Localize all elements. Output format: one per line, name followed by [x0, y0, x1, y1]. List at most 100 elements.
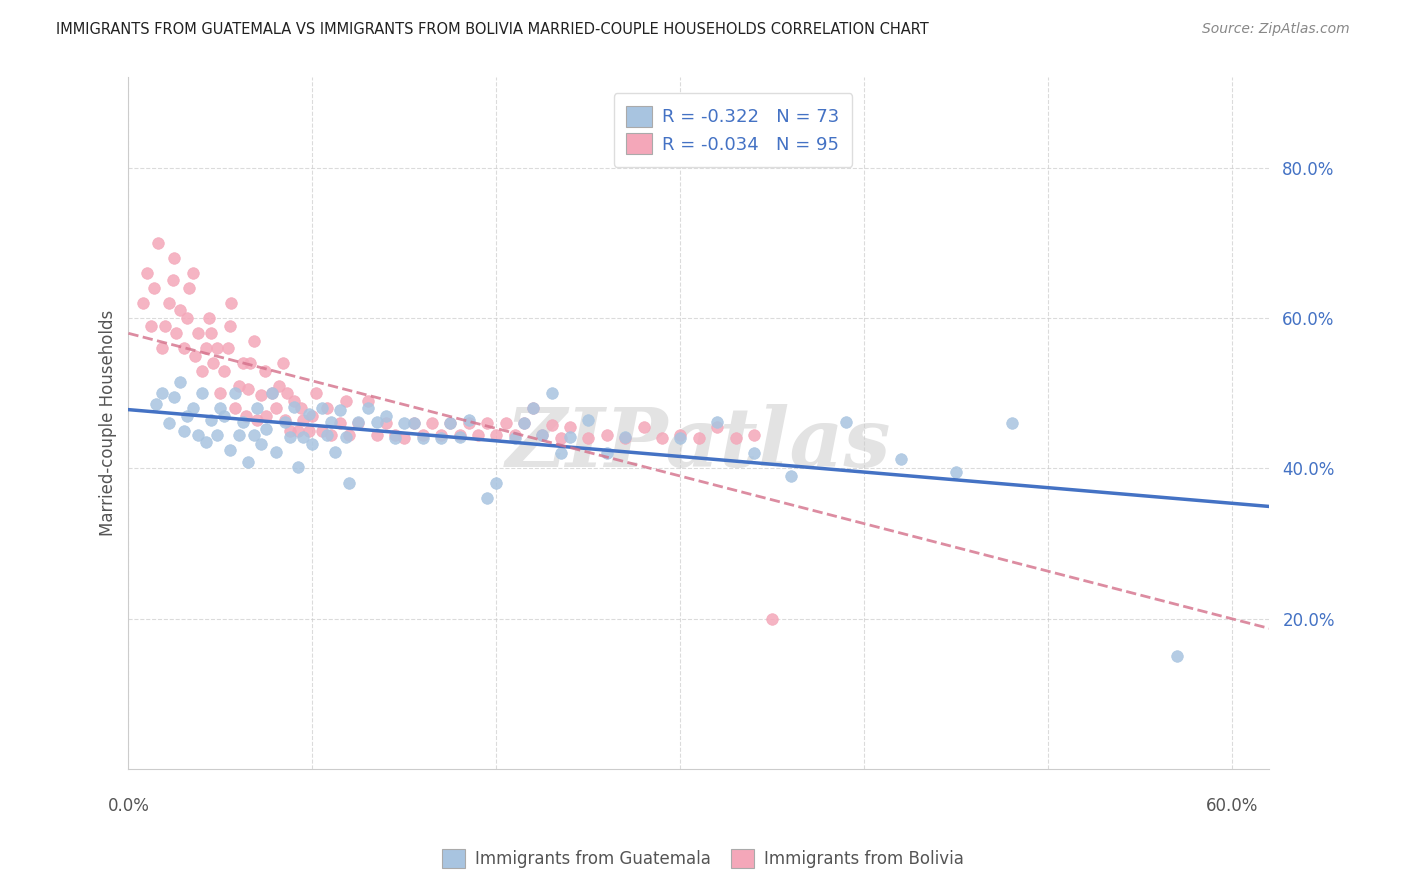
- Point: [290, 401, 312, 416]
- Point: [384, 427, 406, 442]
- Point: [194, 341, 217, 355]
- Point: [236, 383, 259, 397]
- Point: [503, 427, 526, 442]
- Point: [231, 356, 253, 370]
- Point: [145, 397, 167, 411]
- Point: [596, 446, 619, 460]
- Point: [890, 452, 912, 467]
- Point: [205, 427, 228, 442]
- Point: [157, 417, 180, 431]
- Point: [319, 427, 342, 442]
- Point: [495, 417, 517, 431]
- Point: [298, 424, 321, 438]
- Point: [323, 445, 346, 459]
- Point: [742, 446, 765, 460]
- Point: [558, 420, 581, 434]
- Point: [356, 401, 378, 416]
- Point: [449, 427, 471, 442]
- Point: [246, 401, 269, 416]
- Point: [706, 420, 728, 434]
- Point: [614, 431, 637, 445]
- Point: [329, 402, 352, 417]
- Point: [271, 356, 294, 370]
- Point: [250, 437, 273, 451]
- Point: [316, 401, 339, 416]
- Point: [276, 386, 298, 401]
- Point: [550, 431, 572, 445]
- Point: [337, 427, 360, 442]
- Point: [150, 386, 173, 401]
- Point: [280, 424, 302, 438]
- Point: [231, 415, 253, 429]
- Point: [256, 409, 278, 423]
- Point: [522, 401, 544, 416]
- Point: [191, 386, 214, 401]
- Point: [224, 401, 246, 416]
- Point: [651, 431, 673, 445]
- Point: [669, 427, 692, 442]
- Point: [430, 431, 453, 445]
- Point: [439, 417, 461, 431]
- Point: [394, 417, 416, 431]
- Point: [187, 427, 209, 442]
- Text: IMMIGRANTS FROM GUATEMALA VS IMMIGRANTS FROM BOLIVIA MARRIED-COUPLE HOUSEHOLDS C: IMMIGRANTS FROM GUATEMALA VS IMMIGRANTS …: [56, 22, 929, 37]
- Point: [835, 415, 858, 429]
- Point: [576, 431, 599, 445]
- Point: [198, 311, 221, 326]
- Point: [187, 326, 209, 340]
- Point: [477, 491, 499, 506]
- Point: [217, 341, 239, 355]
- Point: [614, 430, 637, 444]
- Point: [669, 431, 692, 445]
- Point: [218, 442, 240, 457]
- Text: 0.0%: 0.0%: [107, 797, 149, 814]
- Point: [724, 431, 747, 445]
- Point: [224, 386, 246, 401]
- Point: [132, 296, 155, 310]
- Point: [550, 446, 572, 460]
- Text: Source: ZipAtlas.com: Source: ZipAtlas.com: [1202, 22, 1350, 37]
- Point: [150, 341, 173, 355]
- Point: [292, 412, 315, 426]
- Point: [531, 427, 554, 442]
- Point: [301, 437, 323, 451]
- Point: [412, 427, 434, 442]
- Point: [298, 407, 321, 421]
- Legend: R = -0.322   N = 73, R = -0.034   N = 95: R = -0.322 N = 73, R = -0.034 N = 95: [613, 94, 852, 167]
- Point: [218, 318, 240, 333]
- Point: [274, 412, 297, 426]
- Point: [305, 386, 328, 401]
- Point: [706, 415, 728, 429]
- Point: [264, 445, 287, 459]
- Point: [513, 417, 536, 431]
- Point: [457, 412, 479, 426]
- Point: [316, 427, 339, 442]
- Point: [139, 318, 162, 333]
- Point: [779, 469, 801, 483]
- Point: [319, 415, 342, 429]
- Point: [280, 430, 302, 444]
- Point: [212, 364, 235, 378]
- Point: [356, 393, 378, 408]
- Point: [264, 401, 287, 416]
- Point: [283, 393, 305, 408]
- Point: [420, 417, 443, 431]
- Point: [402, 417, 425, 431]
- Point: [311, 401, 333, 416]
- Point: [183, 349, 205, 363]
- Point: [540, 417, 562, 432]
- Point: [375, 417, 398, 431]
- Point: [260, 386, 283, 401]
- Point: [274, 415, 297, 429]
- Point: [347, 417, 370, 431]
- Point: [467, 427, 489, 442]
- Point: [384, 431, 406, 445]
- Point: [513, 417, 536, 431]
- Point: [337, 476, 360, 491]
- Point: [163, 251, 186, 265]
- Text: ZIPatlas: ZIPatlas: [506, 404, 891, 484]
- Point: [742, 427, 765, 442]
- Point: [366, 427, 388, 442]
- Point: [176, 311, 198, 326]
- Point: [287, 459, 309, 474]
